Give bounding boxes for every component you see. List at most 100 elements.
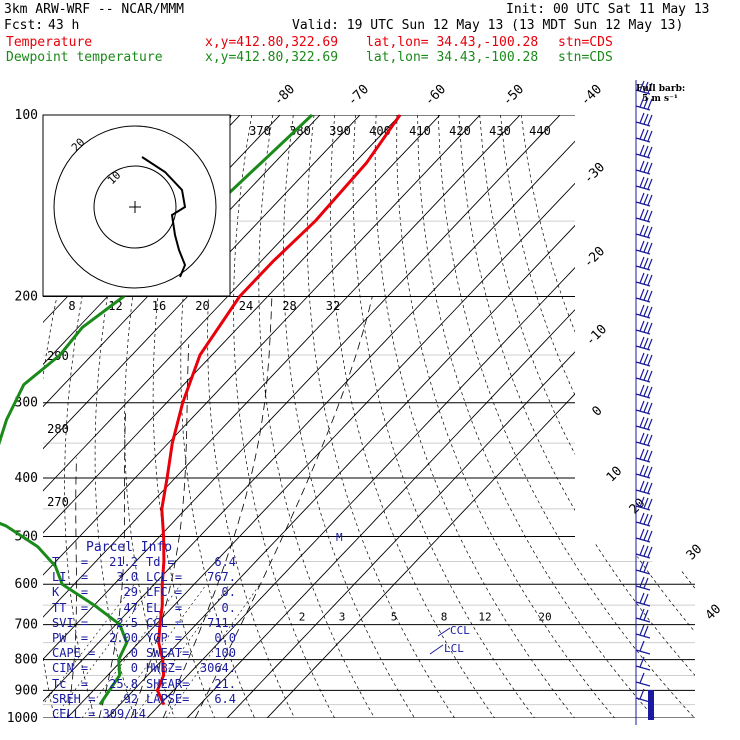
barb-shaft [635, 105, 651, 111]
barb-feather [643, 369, 649, 381]
barb-feather [647, 306, 653, 318]
barb-shaft [635, 313, 651, 319]
barb-feather [639, 368, 645, 380]
barb-feather [647, 354, 653, 366]
barb-feather [647, 130, 653, 142]
moist-adiabat-line [130, 344, 190, 718]
barb-feather [639, 128, 645, 140]
barb-feather [647, 114, 653, 126]
mixing-ratio-label: 12 [478, 611, 491, 624]
barb-feather [639, 112, 645, 124]
barb-feather [643, 97, 649, 109]
isotherm-label: 10 [604, 464, 626, 486]
parcel-info-value: 25.8 [109, 676, 138, 691]
background-lines [43, 115, 695, 718]
moist-adiabat-line [194, 296, 373, 718]
barb-feather [643, 465, 649, 477]
ccl-annotation: CCL [450, 624, 470, 637]
hodograph-ring-outer [53, 125, 217, 289]
barb-feather [647, 450, 653, 462]
isotherm-line [43, 115, 361, 718]
barb-feather [639, 560, 645, 572]
wind-barb [635, 192, 653, 207]
pressure-label: 200 [15, 290, 38, 305]
hodo-speed-label: 8 [68, 299, 75, 313]
legend-temperature-coords: x,y=412.80,322.69 [205, 35, 339, 50]
barb-feather [643, 513, 649, 525]
init-time: Init: 00 UTC Sat 11 May 13 [506, 2, 710, 17]
hodo-speed-label: 12 [108, 299, 122, 313]
barb-shaft [635, 89, 651, 95]
barb-shaft [635, 585, 651, 591]
barb-shaft [635, 537, 651, 543]
parcel-info-row: PW = 2.00 YGP = 0.0 [50, 631, 240, 646]
parcel-info-label: Tc = [52, 676, 89, 691]
pressure-label: 500 [15, 529, 38, 544]
wind-barb [635, 688, 651, 703]
pressure-label: 700 [15, 618, 38, 633]
barb-feather [643, 529, 649, 541]
lcl-annotation: LCL [444, 642, 464, 655]
isotherm-label: -30 [581, 160, 608, 187]
barb-feather [639, 256, 645, 268]
dry-adiabat-line [479, 115, 695, 718]
barb-shaft [635, 153, 651, 159]
barb-feather [643, 257, 649, 269]
wind-barb [635, 640, 651, 655]
wind-barb [635, 288, 653, 303]
barb-feather [647, 258, 653, 270]
barb-feather [639, 304, 645, 316]
barb-feather [643, 129, 649, 141]
barb-feather [647, 434, 653, 446]
wind-barb [635, 368, 653, 383]
parcel-info-value: 21. [214, 676, 236, 691]
barb-shaft [635, 361, 651, 367]
isotherm-line [66, 115, 641, 718]
barb-feather [643, 609, 649, 621]
wind-barb [635, 176, 653, 191]
barb-feather [643, 433, 649, 445]
isotherm-label: -60 [422, 82, 449, 109]
barb-shaft [635, 297, 651, 303]
wind-barb [635, 304, 653, 319]
barb-feather [639, 688, 645, 700]
parcel-info-row: CAPE = 0 SWEAT= 100 [50, 646, 240, 661]
barb-feather [639, 640, 645, 652]
barb-feather [639, 208, 645, 220]
barb-feather [639, 496, 645, 508]
barb-feather [639, 320, 645, 332]
barb-shaft [635, 505, 651, 511]
barb-shaft [635, 265, 651, 271]
wind-barb [635, 112, 653, 127]
barb-shaft [635, 345, 651, 351]
barb-feather [647, 98, 653, 110]
wind-barb [635, 128, 653, 143]
wind-barb [635, 592, 651, 607]
dry-adiabat-line [500, 115, 695, 718]
barb-shaft [635, 121, 651, 127]
barb-shaft [635, 185, 651, 191]
barb-feather [643, 561, 649, 573]
barb-feather [639, 624, 645, 636]
parcel-info-label: CIN = [52, 661, 89, 676]
wind-barb [635, 320, 653, 335]
wind-barb [635, 560, 651, 575]
barb-feather [643, 81, 649, 93]
barb-feather [643, 481, 649, 493]
wind-barb [635, 416, 653, 431]
full-barb-units: 5 m s⁻¹ [642, 94, 678, 104]
dry-adiabat-line [124, 115, 175, 718]
barb-feather [639, 528, 645, 540]
wind-barb [635, 528, 653, 543]
barb-feather [639, 384, 645, 396]
parcel-info-label: LI = [52, 570, 89, 585]
parcel-info-label: TT = [52, 600, 89, 615]
barb-feather [639, 432, 645, 444]
barb-feather [639, 656, 645, 668]
wind-barb [635, 480, 653, 495]
barb-feather [643, 289, 649, 301]
barb-feather [647, 210, 653, 222]
barb-shaft [635, 633, 651, 639]
legend-dewpoint-stn: stn=CDS [558, 50, 613, 65]
barb-feather [643, 305, 649, 317]
